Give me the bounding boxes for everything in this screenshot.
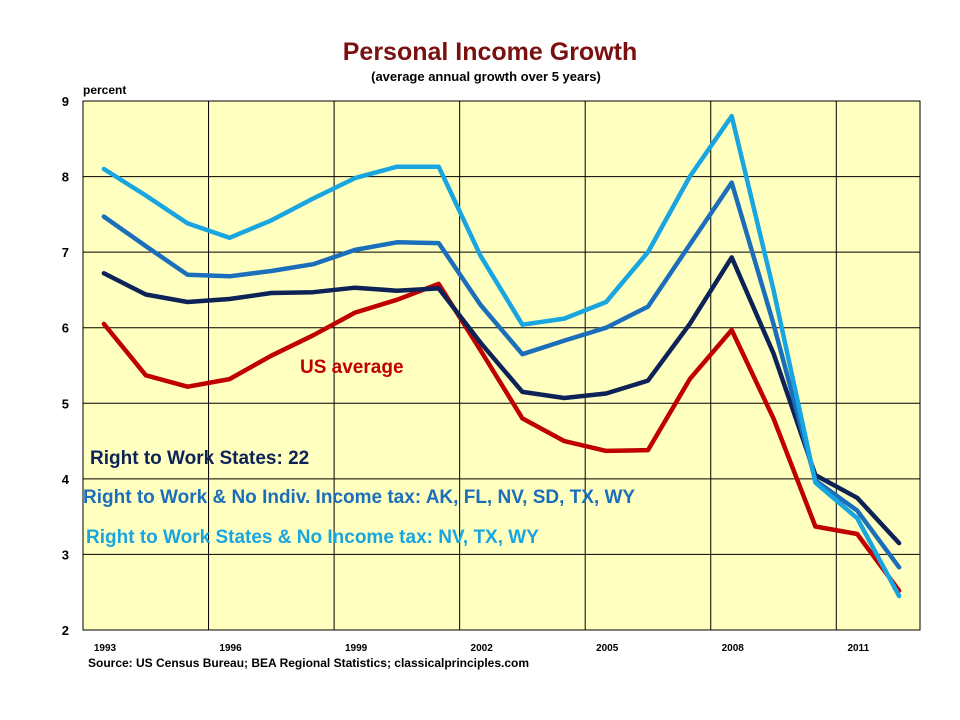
y-tick-label: 4: [62, 472, 70, 487]
series-line-0: [101, 281, 902, 593]
source-note: Source: US Census Bureau; BEA Regional S…: [88, 656, 529, 670]
y-tick-label: 2: [62, 623, 69, 638]
series-line-3: [101, 113, 902, 599]
series-line-2: [101, 180, 902, 570]
x-tick-label: 1999: [345, 643, 368, 654]
y-tick-label: 6: [62, 321, 69, 336]
x-tick-label: 2011: [847, 643, 869, 654]
y-axis-unit: percent: [83, 83, 126, 97]
y-tick-label: 5: [62, 396, 69, 411]
chart-subtitle: (average annual growth over 5 years): [371, 69, 601, 84]
annotation-rtw-no-income-tax: Right to Work States & No Income tax: NV…: [86, 527, 539, 548]
gridlines: [83, 101, 920, 630]
y-tick-label: 7: [62, 245, 69, 260]
y-tick-labels: 2 3 4 5 6 7 8 9: [62, 94, 70, 638]
series-line-1: [101, 255, 902, 546]
x-tick-label: 1996: [219, 643, 242, 654]
chart-title: Personal Income Growth: [343, 38, 638, 66]
x-tick-label: 2005: [596, 643, 619, 654]
x-tick-label: 2008: [722, 643, 745, 654]
y-tick-label: 8: [62, 170, 69, 185]
x-tick-labels: 1993 1996 1999 2002 2005 2008 2011: [94, 643, 870, 654]
x-tick-label: 2002: [471, 643, 494, 654]
x-tick-label: 1993: [94, 643, 117, 654]
series-lines: [101, 113, 902, 599]
annotation-right-to-work-states: Right to Work States: 22: [90, 448, 309, 469]
annotation-us-average: US average: [300, 357, 404, 378]
y-tick-label: 3: [62, 547, 69, 562]
annotation-rtw-no-indiv-income-tax: Right to Work & No Indiv. Income tax: AK…: [83, 487, 635, 508]
y-tick-label: 9: [62, 94, 69, 109]
